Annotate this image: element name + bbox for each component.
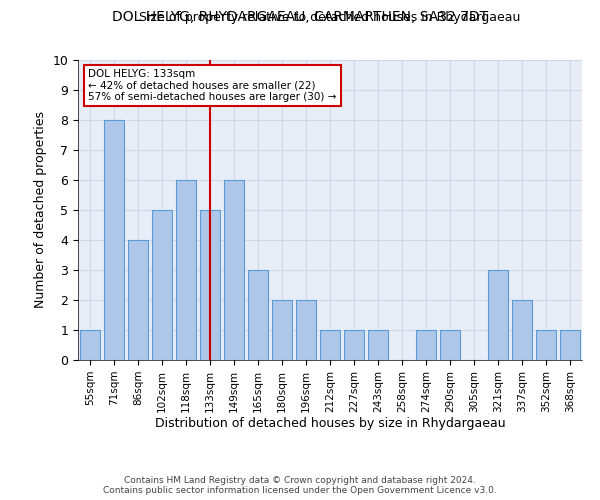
Bar [344,330,364,360]
Bar [128,240,148,360]
Text: DOL HELYG, RHYDARGAEAU, CARMARTHEN, SA32 7DT: DOL HELYG, RHYDARGAEAU, CARMARTHEN, SA32… [112,10,488,24]
Bar [272,300,292,360]
Bar [104,120,124,360]
Bar [152,210,172,360]
Text: DOL HELYG: 133sqm
← 42% of detached houses are smaller (22)
57% of semi-detached: DOL HELYG: 133sqm ← 42% of detached hous… [88,69,337,102]
Bar [320,330,340,360]
Bar [416,330,436,360]
Text: Contains HM Land Registry data © Crown copyright and database right 2024.
Contai: Contains HM Land Registry data © Crown c… [103,476,497,495]
Bar [80,330,100,360]
Bar [536,330,556,360]
Bar [512,300,532,360]
Bar [176,180,196,360]
Bar [248,270,268,360]
Title: Size of property relative to detached houses in Rhydargaeau: Size of property relative to detached ho… [139,11,521,24]
Bar [296,300,316,360]
Bar [224,180,244,360]
Bar [200,210,220,360]
Y-axis label: Number of detached properties: Number of detached properties [34,112,47,308]
Bar [368,330,388,360]
Bar [440,330,460,360]
Bar [488,270,508,360]
Bar [560,330,580,360]
X-axis label: Distribution of detached houses by size in Rhydargaeau: Distribution of detached houses by size … [155,418,505,430]
